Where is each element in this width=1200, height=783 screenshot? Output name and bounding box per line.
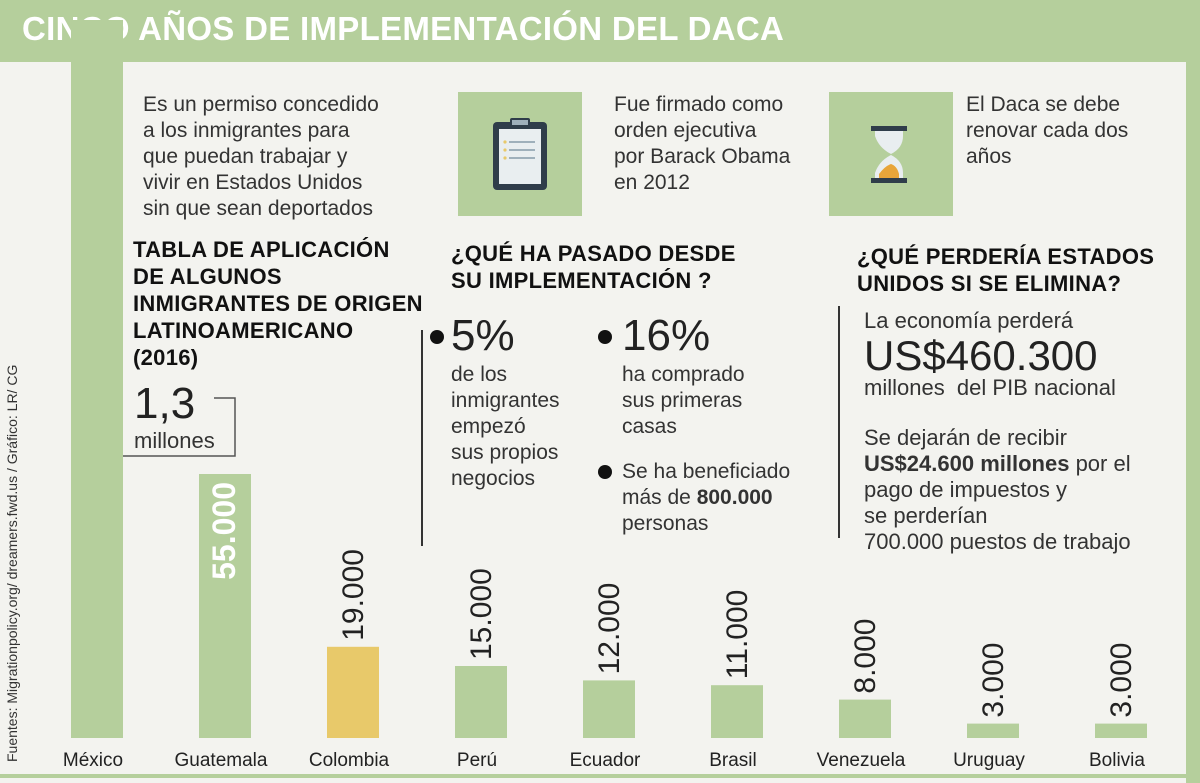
stat-bold-number: 800.000 — [696, 486, 773, 509]
x-tick-label: México — [63, 750, 123, 771]
lose-line: se perderían — [864, 503, 988, 528]
x-tick-label: Ecuador — [570, 750, 641, 771]
heading-line: ¿QUÉ PERDERÍA ESTADOS — [857, 244, 1155, 269]
intro-line: vivir en Estados Unidos — [143, 171, 363, 194]
baseline-divider — [0, 774, 1200, 778]
bullet-dot — [430, 330, 444, 344]
stat-line: ha comprado — [622, 363, 745, 386]
stat-line: sus primeras — [622, 389, 743, 412]
stat-5-text: de los inmigrantes empezó sus propios ne… — [451, 362, 560, 492]
stat-line: casas — [622, 415, 677, 438]
bar-brasil — [711, 685, 763, 738]
x-tick-label: Colombia — [309, 750, 390, 771]
lose-economy-unit: millones del PIB nacional — [864, 375, 1116, 400]
intro-line: Es un permiso concedido — [143, 93, 379, 116]
mexico-value: 1,3 — [134, 379, 196, 428]
bar-perú — [455, 666, 507, 738]
x-tick-label: Guatemala — [175, 750, 268, 771]
stat-line: más de 800.000 — [622, 485, 790, 511]
fact-line: El Daca se debe — [966, 93, 1121, 116]
title-bar — [0, 0, 1200, 62]
stat-line: Se ha beneficiado — [622, 460, 791, 483]
stat-line: inmigrantes — [451, 389, 560, 412]
lose-line: US$24.600 millones por el — [864, 451, 1131, 477]
stat-fragment: más de — [622, 486, 697, 509]
bar-bolivia — [1095, 723, 1147, 738]
x-tick-label: Venezuela — [817, 750, 906, 771]
lose-economy-intro: La economía perderá — [864, 308, 1074, 333]
bar-value-label: 19.000 — [337, 549, 370, 641]
stat-5-value: 5% — [451, 311, 515, 360]
bar-uruguay — [967, 723, 1019, 738]
fact-line: por Barack Obama — [614, 145, 791, 168]
clipboard-icon — [493, 118, 547, 190]
intro-line: sin que sean deportados — [143, 197, 374, 220]
lose-line: 700.000 puestos de trabajo — [864, 529, 1131, 554]
mexico-unit: millones — [134, 428, 215, 453]
heading-line: UNIDOS SI SE ELIMINA? — [857, 271, 1122, 296]
bar-value-label: 8.000 — [849, 619, 882, 694]
bar-méxico — [71, 20, 123, 738]
intro-line: a los inmigrantes para — [143, 119, 350, 142]
lose-line: Se dejarán de recibir — [864, 425, 1068, 450]
stat-line: sus propios — [451, 441, 559, 464]
x-tick-label: Brasil — [709, 750, 757, 771]
bar-value-label: 15.000 — [465, 568, 498, 660]
stat-benefit-text: Se ha beneficiado más de 800.000 persona… — [622, 459, 790, 537]
x-tick-label: Bolivia — [1089, 750, 1145, 771]
lose-taxes-text: Se dejarán de recibir US$24.600 millones… — [864, 425, 1131, 555]
stat-16-text: ha comprado sus primeras casas — [622, 362, 745, 440]
x-tick-label: Uruguay — [953, 750, 1025, 771]
bar-value-label: 3.000 — [1105, 643, 1138, 718]
stat-line: negocios — [451, 467, 536, 490]
fact-line: años — [966, 145, 1012, 168]
intro-text: Es un permiso concedido a los inmigrante… — [143, 92, 379, 222]
heading-line: DE ALGUNOS — [133, 264, 282, 289]
clipboard-icon-box — [458, 92, 582, 216]
stat-16-value: 16% — [622, 311, 711, 360]
stat-line: empezó — [451, 415, 526, 438]
page-title: CINCO AÑOS DE IMPLEMENTACIÓN DEL DACA — [22, 10, 785, 47]
heading-line: ¿QUÉ HA PASADO DESDE — [451, 241, 736, 266]
bar-value-label: 11.000 — [721, 590, 754, 680]
hourglass-icon-box — [829, 92, 953, 216]
bar-value-label: 3.000 — [977, 643, 1010, 718]
heading-line: (2016) — [133, 345, 199, 370]
fact-renew-text: El Daca se debe renovar cada dos años — [966, 92, 1128, 170]
stat-line: de los — [451, 363, 508, 386]
heading-line: SU IMPLEMENTACIÓN ? — [451, 268, 712, 293]
heading-line: LATINOAMERICANO — [133, 318, 354, 343]
lose-bold-amount: US$24.600 millones — [864, 451, 1070, 476]
lose-economy-value: US$460.300 — [864, 332, 1098, 379]
fact-signed-text: Fue firmado como orden ejecutiva por Bar… — [614, 92, 790, 196]
hourglass-icon — [871, 126, 907, 183]
since-heading: ¿QUÉ HA PASADO DESDE SU IMPLEMENTACIÓN ? — [451, 240, 736, 294]
heading-line: TABLA DE APLICACIÓN — [133, 237, 390, 262]
bar-colombia — [327, 646, 379, 738]
divider-line — [421, 330, 423, 546]
bullet-dot — [598, 465, 612, 479]
bar-value-label: 12.000 — [593, 583, 626, 675]
bullet-dot — [598, 330, 612, 344]
lose-fragment: por el — [1069, 451, 1131, 476]
intro-line: que puedan trabajar y — [143, 145, 348, 168]
heading-line: INMIGRANTES DE ORIGEN — [133, 291, 423, 316]
fact-line: en 2012 — [614, 171, 690, 194]
bar-guatemala — [199, 474, 251, 738]
bar-ecuador — [583, 680, 635, 738]
divider-line — [838, 306, 840, 538]
fact-line: Fue firmado como — [614, 93, 784, 116]
fact-line: orden ejecutiva — [614, 119, 757, 142]
table-heading: TABLA DE APLICACIÓN DE ALGUNOS INMIGRANT… — [133, 236, 423, 371]
lose-line: pago de impuestos y — [864, 477, 1068, 502]
lose-heading: ¿QUÉ PERDERÍA ESTADOS UNIDOS SI SE ELIMI… — [857, 243, 1154, 297]
fact-line: renovar cada dos — [966, 119, 1129, 142]
right-stripe — [1186, 0, 1200, 783]
stat-line: personas — [622, 512, 709, 535]
bar-value-label: 55.000 — [206, 482, 242, 580]
bar-venezuela — [839, 699, 891, 738]
x-tick-label: Perú — [457, 750, 497, 771]
